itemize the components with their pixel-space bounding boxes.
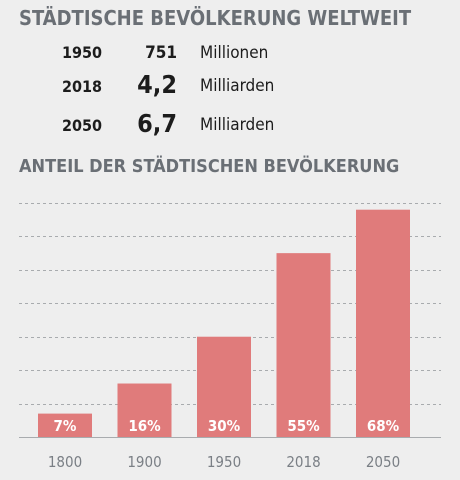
bar-value-label: 68%	[367, 417, 400, 435]
stat-row-1950: 1950 751 Millionen	[0, 41, 460, 71]
bar-value-label: 7%	[54, 417, 77, 435]
bar-2050	[356, 209, 410, 437]
bar-1800	[38, 413, 92, 437]
stat-value: 6,7	[137, 109, 177, 138]
x-tick-label: 2018	[286, 453, 320, 471]
bar-1900	[117, 383, 172, 437]
bar-2018	[276, 253, 331, 437]
x-tick-label: 2050	[366, 453, 400, 471]
stat-year: 2050	[62, 116, 103, 135]
bar-1950	[197, 336, 251, 437]
stat-value: 4,2	[137, 70, 177, 99]
chart-title: ANTEIL DER STÄDTISCHEN BEVÖLKERUNG	[19, 156, 400, 177]
bar-value-labels: 7% 16% 30% 55% 68%	[54, 417, 400, 435]
stat-row-2018: 2018 4,2 Milliarden	[0, 70, 460, 101]
bar-value-label: 30%	[208, 417, 241, 435]
stat-unit: Milliarden	[200, 76, 275, 96]
stat-row-2050: 2050 6,7 Milliarden	[0, 109, 460, 140]
bar-value-label: 16%	[128, 417, 161, 435]
x-tick-label: 1800	[48, 453, 82, 471]
stat-unit: Milliarden	[200, 115, 275, 135]
stat-year: 1950	[62, 43, 103, 62]
x-tick-label: 1900	[127, 453, 161, 471]
stat-year: 2018	[62, 77, 103, 96]
bars	[38, 209, 410, 437]
x-axis-tick-labels: 1800 1900 1950 2018 2050	[48, 453, 400, 471]
x-tick-label: 1950	[207, 453, 241, 471]
stat-unit: Millionen	[200, 43, 269, 63]
bar-value-label: 55%	[287, 417, 320, 435]
stat-value: 751	[145, 43, 177, 63]
page-title: STÄDTISCHE BEVÖLKERUNG WELTWEIT	[19, 6, 412, 30]
